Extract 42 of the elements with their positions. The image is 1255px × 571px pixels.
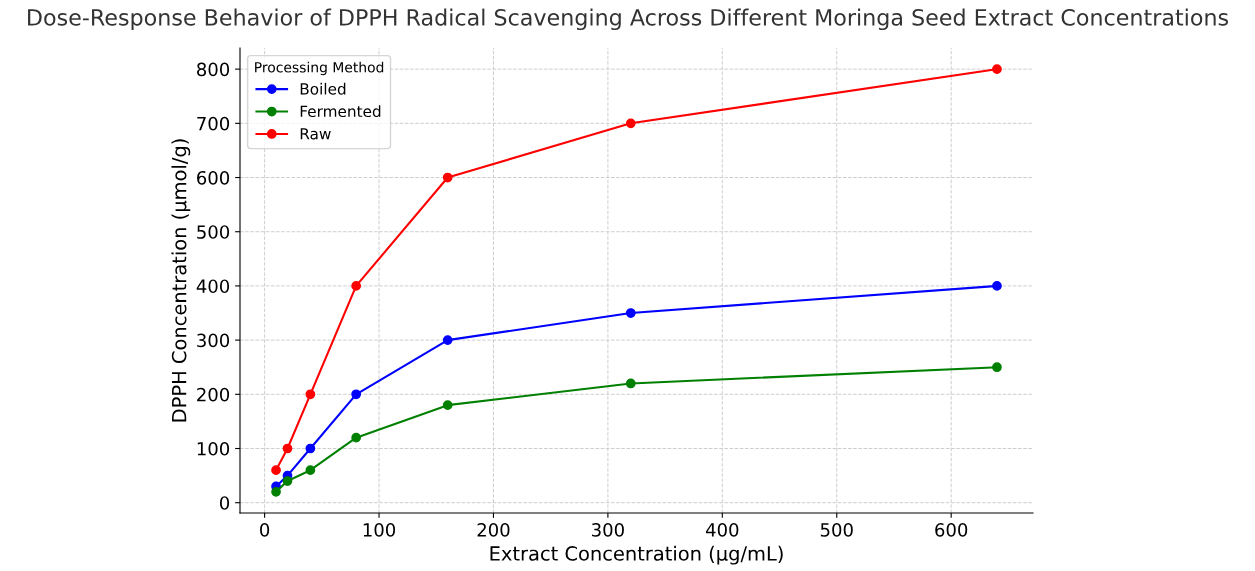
point	[625, 378, 636, 389]
y-axis-title: DPPH Concentration (µmol/g)	[171, 139, 191, 422]
y-tick-label: 400	[196, 279, 230, 294]
y-tick-label: 300	[197, 333, 230, 348]
y-tick-label: 0	[219, 496, 230, 510]
point	[282, 443, 293, 454]
point	[351, 281, 362, 291]
y-tick-label: 700	[197, 116, 230, 131]
point	[992, 362, 1002, 373]
point	[625, 118, 636, 129]
point	[625, 308, 636, 318]
x-tick-label: 0	[260, 523, 270, 537]
x-tick-label: 100	[363, 523, 396, 537]
point	[305, 389, 316, 400]
point	[351, 389, 362, 400]
legend-title: Processing Method	[255, 61, 384, 76]
legend-label: Fermented	[300, 105, 381, 118]
point	[442, 400, 453, 411]
point	[442, 335, 453, 345]
y-tick-label: 500	[197, 225, 230, 239]
x-tick-label: 500	[820, 523, 853, 537]
y-tick-label: 100	[197, 441, 230, 456]
point	[442, 172, 453, 183]
point	[305, 443, 316, 454]
point	[351, 432, 362, 443]
legend-label: Boiled	[300, 82, 346, 95]
point	[992, 64, 1002, 74]
point	[992, 281, 1002, 291]
y-tick-label: 800	[197, 62, 230, 77]
point	[271, 465, 281, 476]
x-axis-title: Extract Concentration (µg/mL)	[490, 545, 783, 565]
point	[271, 487, 281, 497]
x-tick-label: 200	[477, 523, 510, 537]
chart-title: Dose-Response Behavior of DPPH Radical Scavenging Across Different Moringa Seed Extract Concentrations	[28, 8, 1229, 31]
y-tick-label: 200	[197, 387, 230, 402]
legend-label: Raw	[300, 128, 331, 140]
x-tick-label: 300	[592, 523, 624, 537]
x-tick-label: 400	[705, 523, 739, 537]
x-tick-label: 600	[935, 523, 968, 537]
y-tick-label: 600	[197, 170, 230, 185]
point	[282, 476, 293, 486]
point	[305, 465, 316, 476]
